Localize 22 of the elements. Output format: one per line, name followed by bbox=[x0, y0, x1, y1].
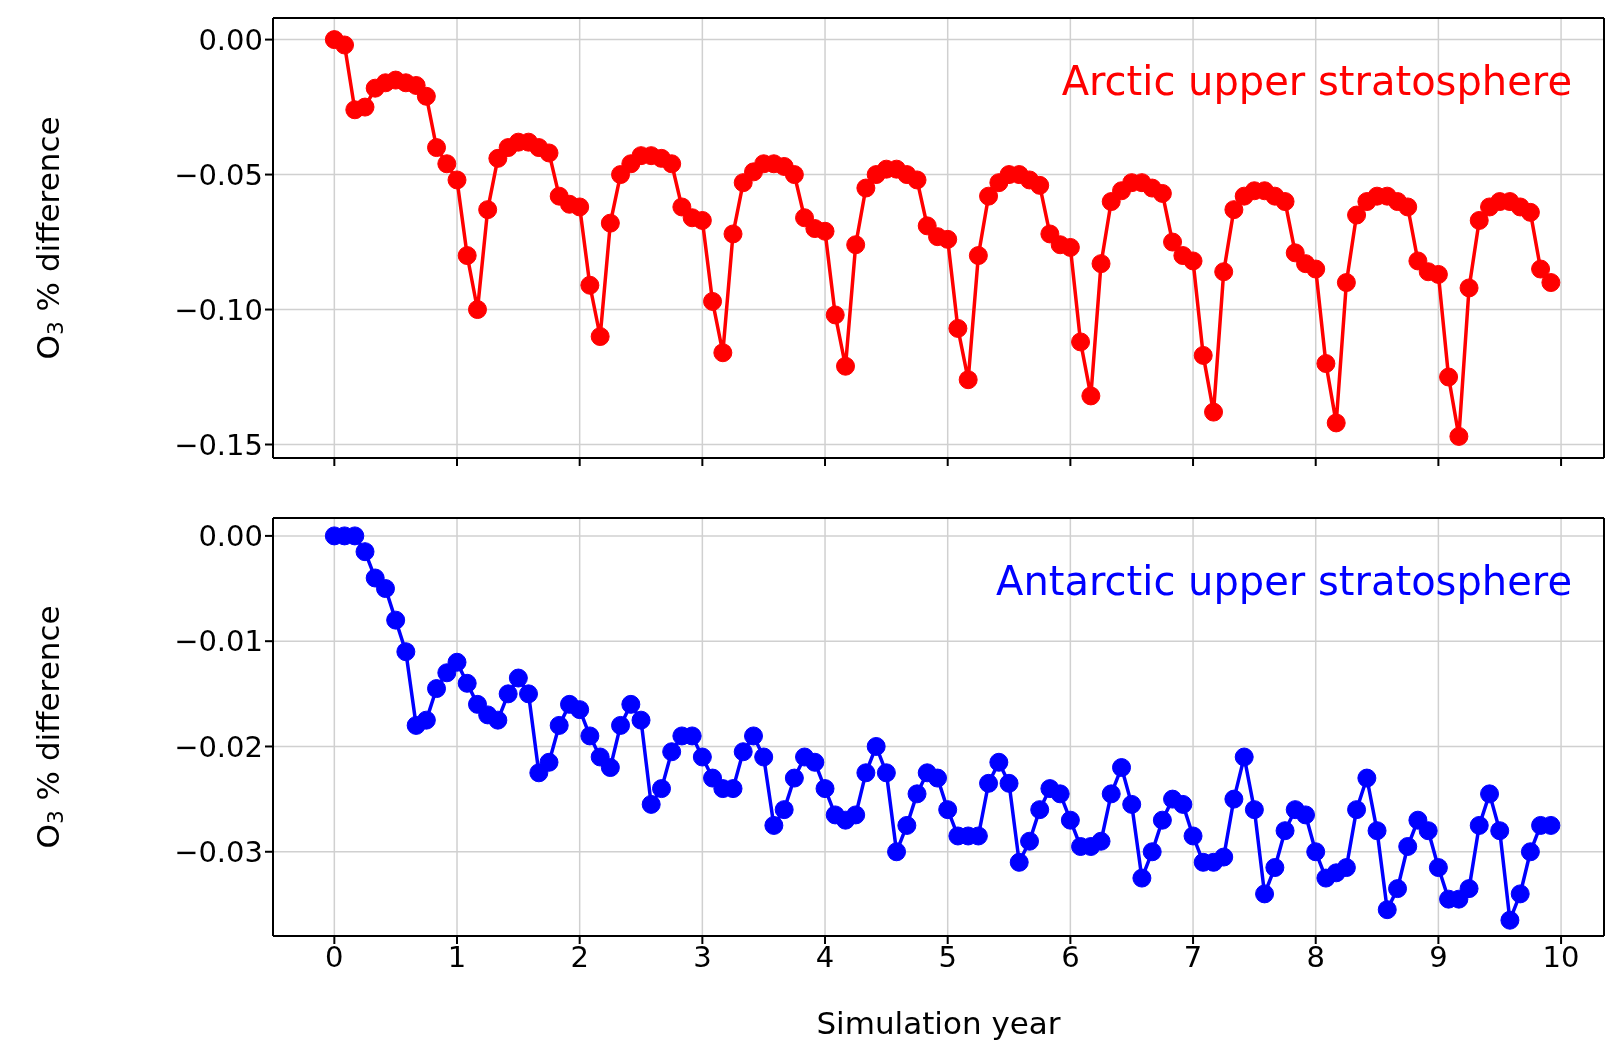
x-tick-label: 9 bbox=[1429, 939, 1448, 974]
x-tick-label: 7 bbox=[1183, 939, 1203, 974]
annotation: Antarctic upper stratosphere bbox=[996, 558, 1572, 604]
x-tick-label: 0 bbox=[325, 939, 344, 974]
annotation: Arctic upper stratosphere bbox=[1061, 58, 1572, 104]
x-tick-label: 2 bbox=[570, 939, 589, 974]
x-tick-label: 10 bbox=[1542, 939, 1580, 974]
x-tick-label: 4 bbox=[815, 939, 835, 974]
x-tick-label: 3 bbox=[693, 939, 712, 974]
y-tick-label: −0.03 bbox=[174, 835, 263, 870]
y-tick-label: 0.00 bbox=[198, 519, 263, 554]
y-tick-label: −0.15 bbox=[174, 427, 263, 462]
x-tick-label: 8 bbox=[1306, 939, 1325, 974]
y-tick-label: 0.00 bbox=[198, 22, 263, 57]
y-tick-label: −0.01 bbox=[174, 624, 263, 659]
y-tick-label: −0.02 bbox=[174, 729, 263, 764]
x-tick-label: 1 bbox=[447, 939, 467, 974]
y-tick-label: −0.10 bbox=[174, 292, 263, 327]
x-axis-title: Simulation year bbox=[816, 1005, 1061, 1041]
y-tick-label: −0.05 bbox=[174, 157, 263, 192]
x-tick-label: 6 bbox=[1061, 939, 1080, 974]
x-tick-label: 5 bbox=[938, 939, 957, 974]
